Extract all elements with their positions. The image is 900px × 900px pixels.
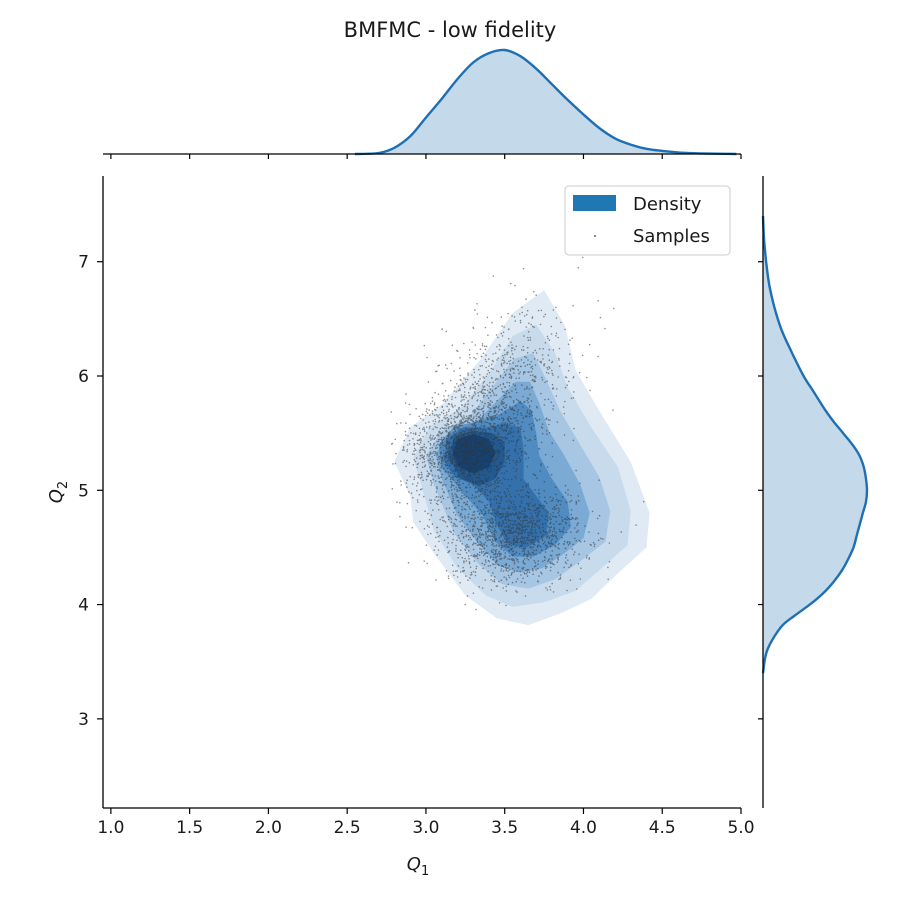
marginal-y-ticks	[758, 261, 763, 720]
legend: Density Samples	[564, 185, 731, 256]
legend-density-label: Density	[633, 194, 702, 215]
density-contours	[394, 290, 650, 626]
y-axis-title-main: Q	[46, 489, 67, 503]
x-axis-title-main: Q	[407, 854, 421, 875]
legend-density-swatch	[573, 195, 616, 211]
chart-title: BMFMC - low fidelity	[344, 18, 557, 42]
x-tick-label: 3.0	[412, 818, 439, 838]
x-tick-label: 3.5	[491, 818, 518, 838]
marginal-x-panel	[103, 48, 742, 159]
y-axis-title-sub: 2	[56, 481, 71, 489]
marginal-x-curve	[354, 48, 737, 156]
x-axis-ticks: 1.0 1.5 2.0 2.5 3.0 3.5 4.0 4.5 5.0	[97, 808, 755, 838]
y-axis-ticks: 3 4 5 6 7	[78, 253, 103, 730]
x-tick-label: 2.0	[255, 818, 282, 838]
marginal-x-ticks	[110, 154, 742, 159]
sample-scatter	[390, 256, 645, 611]
sample-points	[390, 256, 645, 611]
y-tick-label: 5	[78, 481, 89, 501]
y-tick-label: 3	[78, 710, 89, 730]
x-tick-label: 4.0	[570, 818, 597, 838]
x-axis-title-sub: 1	[421, 864, 429, 879]
y-tick-label: 6	[78, 367, 89, 387]
x-tick-label: 2.5	[334, 818, 361, 838]
marginal-y-fill	[763, 216, 867, 674]
x-axis-title: Q1	[407, 854, 429, 879]
x-tick-label: 1.5	[176, 818, 203, 838]
legend-samples-label: Samples	[633, 226, 710, 247]
x-tick-label: 4.5	[649, 818, 676, 838]
y-axis-title-group: Q2	[46, 481, 71, 503]
legend-samples-marker	[594, 235, 596, 237]
y-tick-label: 4	[78, 596, 89, 616]
y-tick-label: 7	[78, 253, 89, 273]
marginal-x-fill	[355, 49, 737, 154]
y-axis-title: Q2	[46, 481, 71, 503]
x-tick-label: 5.0	[727, 818, 754, 838]
marginal-y-panel	[758, 176, 869, 808]
x-tick-label: 1.0	[97, 818, 124, 838]
joint-panel: 1.0 1.5 2.0 2.5 3.0 3.5 4.0 4.5 5.0 3 4 5 6 7	[78, 176, 755, 838]
marginal-y-curve	[761, 215, 869, 674]
